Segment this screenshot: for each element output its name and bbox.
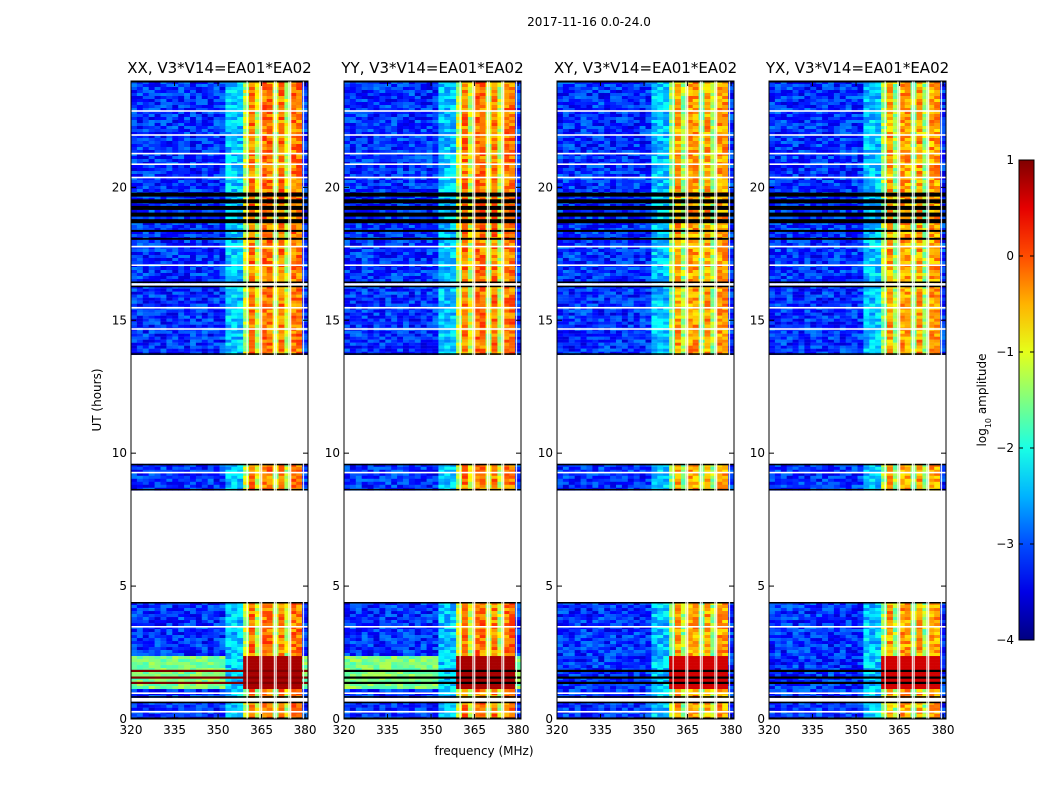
- y-axis-label: UT (hours): [90, 368, 104, 431]
- y-tick-label: 20: [112, 180, 127, 194]
- plot-frame: [768, 80, 947, 720]
- panel-xy: 320 335 350 365 380 0 5 10 15 20 XY, V3*V14=EA01*E…: [538, 59, 743, 737]
- x-tick-label: 320: [546, 723, 569, 737]
- heatmap-image: [557, 81, 734, 719]
- x-tick-label: 365: [676, 723, 699, 737]
- x-tick-label: 380: [507, 723, 530, 737]
- x-tick-label: 320: [758, 723, 781, 737]
- x-tick-label: 320: [333, 723, 356, 737]
- y-tick-label: 20: [538, 180, 553, 194]
- x-tick-label: 335: [376, 723, 399, 737]
- y-tick-label: 10: [750, 446, 765, 460]
- plot-frame: [343, 80, 522, 720]
- y-tick-label: 20: [325, 180, 340, 194]
- x-tick-label: 380: [932, 723, 955, 737]
- panel-title: YY, V3*V14=EA01*EA02: [340, 59, 523, 77]
- y-tick-label: 5: [332, 579, 340, 593]
- colorbar-tick-label: 0: [1006, 249, 1014, 263]
- colorbar-tick-label: −1: [996, 345, 1014, 359]
- y-tick-label: 10: [112, 446, 127, 460]
- y-tick-label: 15: [750, 313, 765, 327]
- colorbar-tick-label: 1: [1006, 153, 1014, 167]
- colorbar: 1 0 −1 −2 −3 −4: [996, 153, 1035, 647]
- y-tick-label: 0: [757, 712, 765, 726]
- y-tick-label: 5: [119, 579, 127, 593]
- x-tick-label: 365: [888, 723, 911, 737]
- colorbar-tick-label: −2: [996, 441, 1014, 455]
- x-tick-label: 380: [720, 723, 743, 737]
- y-tick-label: 15: [112, 313, 127, 327]
- x-axis-label: frequency (MHz): [434, 744, 533, 758]
- figure-suptitle: 2017-11-16 0.0-24.0: [527, 15, 651, 29]
- heatmap-image: [344, 81, 521, 719]
- y-tick-label: 0: [332, 712, 340, 726]
- panel-xx: 320 335 350 365 380 0 5 10 15 20 XX, V3*V14=EA01*E…: [112, 59, 317, 737]
- panel-yx: 320 335 350 365 380 0 5 10 15 20 YX, V3*V14=EA01*E…: [750, 59, 955, 737]
- panels-group: 320 335 350 365 380 0 5 10 15 20 XX, V3*V14=EA01*E…: [112, 59, 955, 737]
- y-tick-label: 20: [750, 180, 765, 194]
- x-tick-label: 365: [463, 723, 486, 737]
- x-tick-label: 350: [845, 723, 868, 737]
- x-tick-label: 380: [294, 723, 317, 737]
- heatmap-image: [769, 81, 946, 719]
- x-tick-label: 350: [207, 723, 230, 737]
- heatmap-image: [131, 81, 308, 719]
- x-tick-label: 350: [633, 723, 656, 737]
- plot-frame: [556, 80, 735, 720]
- y-tick-label: 0: [119, 712, 127, 726]
- y-tick-label: 0: [545, 712, 553, 726]
- y-tick-label: 10: [538, 446, 553, 460]
- y-tick-label: 15: [538, 313, 553, 327]
- colorbar-tick-label: −3: [996, 537, 1014, 551]
- x-tick-label: 365: [250, 723, 273, 737]
- x-tick-label: 335: [801, 723, 824, 737]
- colorbar-label: log10 amplitude: [975, 354, 993, 447]
- panel-title: XX, V3*V14=EA01*EA02: [127, 59, 311, 77]
- panel-yy: 320 335 350 365 380 0 5 10 15 20 YY, V3*V14=EA01*E…: [325, 59, 530, 737]
- y-tick-label: 10: [325, 446, 340, 460]
- plot-frame: [130, 80, 309, 720]
- colorbar-tick-label: −4: [996, 633, 1014, 647]
- x-tick-label: 335: [589, 723, 612, 737]
- x-tick-label: 350: [420, 723, 443, 737]
- colorbar-gradient: [1018, 159, 1035, 641]
- y-tick-label: 5: [545, 579, 553, 593]
- x-tick-label: 320: [120, 723, 143, 737]
- x-tick-label: 335: [163, 723, 186, 737]
- panel-title: YX, V3*V14=EA01*EA02: [765, 59, 949, 77]
- panel-title: XY, V3*V14=EA01*EA02: [554, 59, 737, 77]
- y-tick-label: 5: [757, 579, 765, 593]
- y-tick-label: 15: [325, 313, 340, 327]
